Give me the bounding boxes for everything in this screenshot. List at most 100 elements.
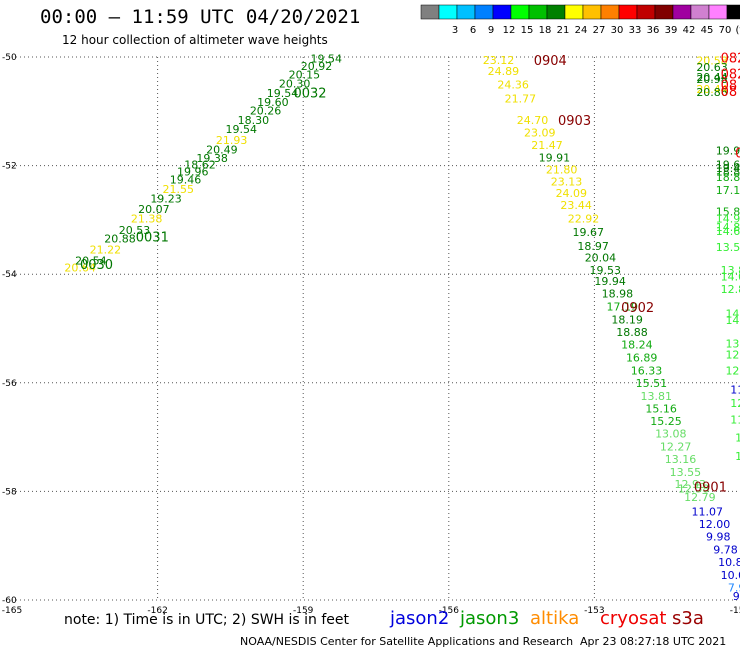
wave-height-value: 23.09 — [524, 126, 556, 139]
footer-note: note: 1) Time is in UTC; 2) SWH is in fe… — [64, 612, 350, 628]
wave-height-value: 14.35 — [725, 308, 740, 321]
wave-height-value: 19.97 — [716, 145, 740, 158]
wave-height-value: 18.24 — [621, 339, 653, 352]
wave-height-value: 19.91 — [539, 151, 571, 164]
wave-height-value: 19.48 — [716, 162, 740, 175]
scale-label: 24 — [575, 25, 588, 36]
wave-height-value: 20.44 — [696, 71, 728, 84]
wave-height-value: 13.57 — [716, 241, 740, 254]
wave-height-value: 7.9 — [728, 581, 740, 594]
y-tick-label: -56 — [2, 379, 17, 389]
wave-height-value: 19.67 — [573, 226, 605, 239]
scale-label: 18 — [539, 25, 552, 36]
wave-height-value: 20.04 — [585, 252, 617, 265]
wave-height-value: 19.53 — [590, 264, 622, 277]
wave-height-value: 17.19 — [607, 301, 639, 314]
scale-swatch — [726, 4, 740, 20]
wave-height-value: 13.33 — [725, 338, 740, 351]
wave-height-value: 9.98 — [706, 530, 731, 543]
wave-height-value: 20.88 — [104, 233, 136, 246]
wave-height-value: 19.46 — [170, 174, 202, 187]
wave-height-value: 18.88 — [716, 165, 740, 178]
time-label: 0031 — [136, 231, 169, 246]
time-label: 0902 — [621, 301, 654, 316]
wave-height-value: 16.33 — [631, 365, 663, 378]
wave-height-value: 14.62 — [716, 225, 740, 238]
wave-height-value: 23.12 — [483, 54, 514, 67]
scale-label: 36 — [647, 25, 660, 36]
scale-label: 30 — [611, 25, 624, 36]
wave-height-value: 13.16 — [665, 453, 697, 466]
x-tick-label: -150 — [730, 606, 740, 616]
wave-height-value: 10.87 — [718, 556, 740, 569]
wave-height-value: 12.93 — [674, 478, 706, 491]
wave-height-value: 18.88 — [616, 326, 648, 339]
wave-height-value: 17.15 — [716, 184, 740, 197]
wave-height-value: 9.78 — [713, 543, 738, 556]
scale-label: 9 — [488, 25, 494, 36]
wave-height-value: 21.22 — [90, 244, 122, 257]
scale-label: 70 — [719, 25, 732, 36]
scale-label: (ft) — [735, 25, 740, 36]
wave-height-value: 20.86 — [696, 86, 728, 99]
wave-height-value: 15.16 — [645, 403, 677, 416]
wave-height-value: 12.1 — [730, 397, 740, 410]
wave-height-value: 19.54 — [267, 87, 299, 100]
wave-height-value: 20.98 — [696, 73, 728, 86]
wave-height-value: 11.07 — [691, 505, 723, 518]
scale-label: 42 — [683, 25, 696, 36]
y-tick-label: -58 — [2, 487, 17, 497]
time-label: 0032 — [293, 87, 326, 102]
wave-height-value: 16.89 — [626, 352, 658, 365]
wave-height-value: 11. — [730, 384, 740, 397]
scale-label: 39 — [665, 25, 678, 36]
wave-height-value: 20.30 — [279, 77, 311, 90]
wave-height-value: 9. — [733, 590, 740, 603]
chart-title: 00:00 – 11:59 UTC 04/20/2021 — [40, 6, 361, 28]
time-label: 08 — [721, 85, 738, 100]
wave-height-value: 21.93 — [216, 134, 248, 147]
wave-height-value: 12.83 — [721, 283, 740, 296]
wave-height-value: 18.98 — [602, 288, 634, 301]
footer-timestamp: Apr 23 08:27:18 UTC 2021 — [580, 635, 727, 648]
scale-label: 33 — [629, 25, 642, 36]
wave-height-value: 23.44 — [560, 199, 592, 212]
wave-height-value: 20.54 — [75, 254, 107, 267]
wave-height-value: 18.19 — [611, 314, 643, 327]
wave-height-value: 12.88 — [725, 365, 740, 378]
scale-label: 3 — [452, 25, 458, 36]
wave-height-value: 12.00 — [699, 518, 731, 531]
x-tick-label: -156 — [439, 606, 460, 616]
wave-height-value: 12.27 — [660, 441, 692, 454]
chart-subtitle: 12 hour collection of altimeter wave hei… — [62, 33, 328, 47]
wave-height-value: 10.06 — [721, 569, 740, 582]
wave-height-value: 20.53 — [119, 224, 151, 237]
wave-height-value: 18.62 — [184, 158, 216, 171]
wave-height-value: 13.81 — [641, 390, 673, 403]
wave-height-value: 14.93 — [716, 213, 740, 226]
scale-label: 15 — [521, 25, 534, 36]
y-tick-label: -54 — [2, 270, 17, 280]
wave-height-value: 19.54 — [226, 123, 258, 136]
time-label: 0903 — [558, 114, 591, 129]
wave-height-value: 21.80 — [546, 164, 578, 177]
scale-label: 12 — [503, 25, 516, 36]
wave-height-value: 21.47 — [531, 139, 563, 152]
scale-label: 45 — [701, 25, 714, 36]
time-label: 08 — [721, 79, 738, 94]
wave-height-value: 18.89 — [716, 171, 740, 184]
wave-height-value: 11.8 — [730, 414, 740, 427]
wave-height-value: 15.25 — [650, 415, 682, 428]
wave-height-value: 19.54 — [310, 52, 342, 65]
time-label: 0904 — [534, 54, 567, 69]
y-tick-label: -60 — [2, 596, 17, 606]
time-label: 0901 — [694, 480, 727, 495]
wave-height-value: 19.38 — [196, 152, 228, 165]
y-tick-label: -50 — [2, 53, 17, 63]
wave-height-value: 22.92 — [568, 213, 600, 226]
wave-height-value: 12.58 — [678, 482, 710, 495]
wave-height-value: 20.07 — [138, 203, 170, 216]
wave-height-value: 12.79 — [684, 491, 716, 504]
time-label: 082 — [721, 51, 740, 66]
